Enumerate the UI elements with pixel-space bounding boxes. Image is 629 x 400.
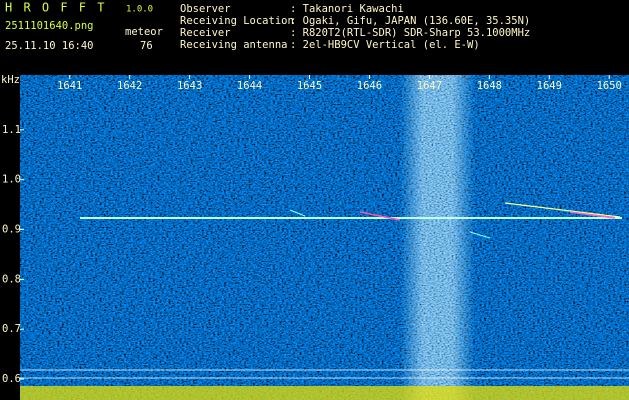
spectrum-noise — [20, 75, 629, 400]
y-axis-label: kHz — [1, 74, 20, 86]
x-tick-label: 1650 — [597, 80, 622, 92]
y-tick-label: 0.9 — [2, 224, 21, 236]
y-tick-label: 1.0 — [2, 174, 21, 186]
x-tick-label: 1647 — [417, 80, 442, 92]
info-label: Receiving antenna — [180, 39, 287, 51]
info-label: Observer — [180, 3, 231, 15]
meteor-trace — [359, 211, 401, 221]
x-tick-label: 1648 — [477, 80, 502, 92]
meteor-count: 76 — [140, 40, 153, 52]
x-tick-label: 1644 — [237, 80, 262, 92]
info-value: : Ogaki, Gifu, JAPAN (136.60E, 35.35N) — [290, 15, 530, 27]
meteor-trace — [289, 209, 306, 217]
meteor-trace — [504, 202, 621, 218]
x-tick-label: 1641 — [57, 80, 82, 92]
meteor-trace — [469, 231, 491, 239]
app-version: 1.0.0 — [126, 5, 153, 15]
meteor-label: meteor — [125, 26, 163, 38]
app-name: H R O F F T — [5, 1, 106, 15]
x-tick-label: 1649 — [537, 80, 562, 92]
info-label: Receiving Location — [180, 15, 294, 27]
y-tick-label: 0.8 — [2, 273, 21, 285]
info-value: : 2el-HB9CV Vertical (el. E-W) — [290, 39, 480, 51]
info-value: : Takanori Kawachi — [290, 3, 404, 15]
info-label: Receiver — [180, 27, 231, 39]
x-tick-label: 1645 — [297, 80, 322, 92]
y-tick-label: 0.6 — [2, 373, 21, 385]
x-tick-label: 1646 — [357, 80, 382, 92]
date-time: 25.11.10 16:40 — [5, 40, 94, 52]
x-tick-label: 1642 — [117, 80, 142, 92]
x-tick-label: 1643 — [177, 80, 202, 92]
y-tick-label: 0.7 — [2, 323, 21, 335]
bottom-strip — [20, 386, 629, 400]
info-value: : R820T2(RTL-SDR) SDR-Sharp 53.1000MHz — [290, 27, 530, 39]
interference-band — [400, 75, 475, 400]
meteor-trace — [569, 211, 616, 219]
y-tick-label: 1.1 — [2, 124, 21, 136]
file-name: 2511101640.png — [5, 20, 94, 32]
